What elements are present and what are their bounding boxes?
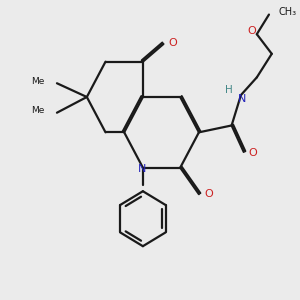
Text: N: N [238, 94, 246, 104]
Text: O: O [249, 148, 257, 158]
Text: O: O [168, 38, 177, 48]
Text: N: N [138, 164, 146, 174]
Text: CH₃: CH₃ [278, 7, 296, 16]
Text: Me: Me [32, 77, 45, 86]
Text: O: O [205, 189, 214, 199]
Text: O: O [248, 26, 256, 36]
Text: Me: Me [32, 106, 45, 115]
Text: H: H [225, 85, 233, 95]
